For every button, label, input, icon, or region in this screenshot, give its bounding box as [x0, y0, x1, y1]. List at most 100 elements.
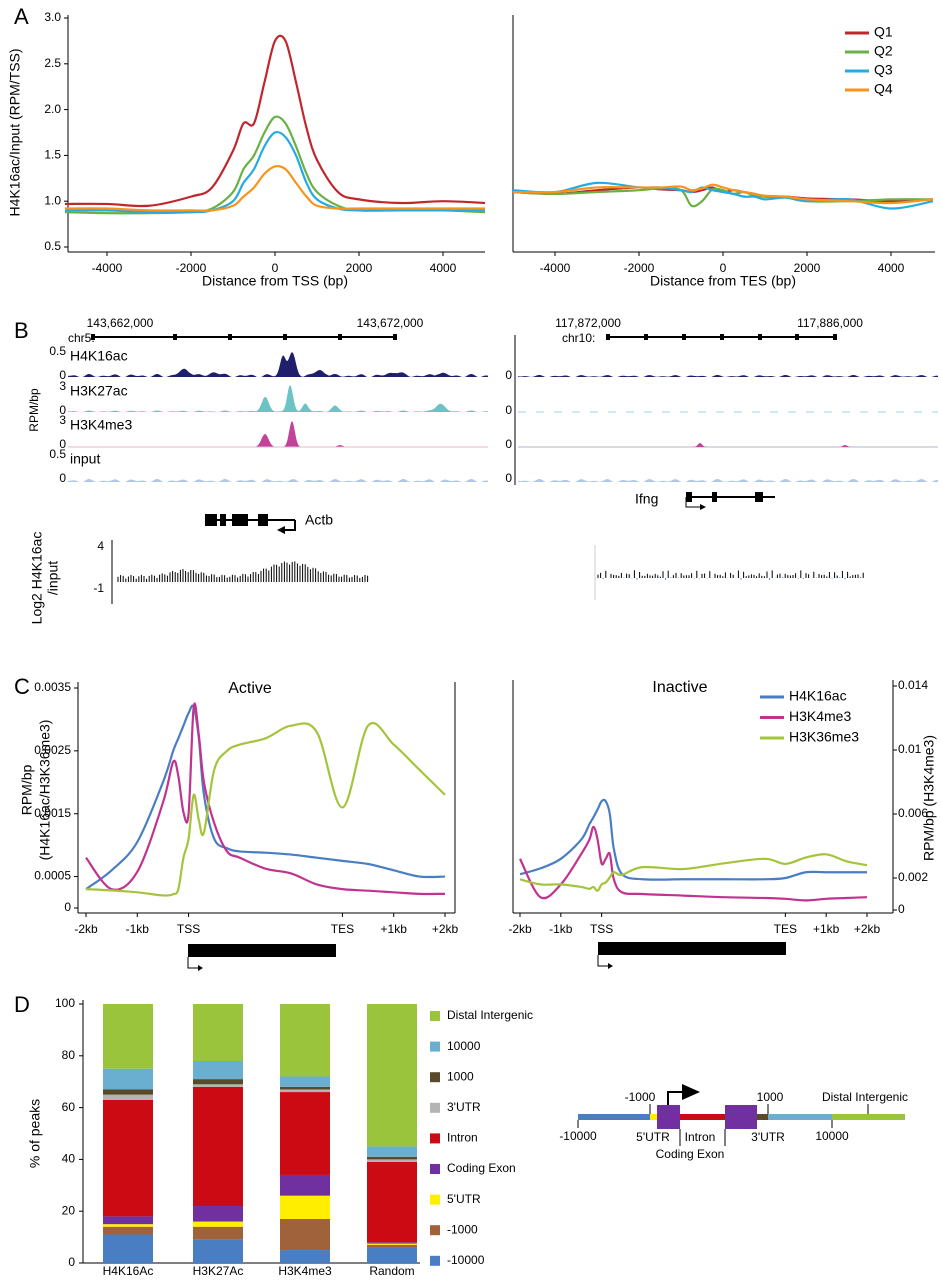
legend-swatch	[430, 1102, 440, 1113]
legend-label: 5'UTR	[447, 1192, 481, 1206]
y-axis-label: RPM/bp	[19, 765, 35, 816]
legend-swatch	[430, 1225, 440, 1236]
x-tick-label: 4000	[878, 261, 905, 275]
bar-segment	[193, 1086, 243, 1207]
segment	[650, 1114, 657, 1120]
y-axis-label: /input	[45, 561, 61, 595]
panel-letter: B	[14, 318, 29, 343]
x-tick-label: 4000	[430, 261, 457, 275]
bar-segment	[367, 1156, 417, 1160]
track-max: 3	[59, 379, 66, 393]
y-tick-label: 0.5	[44, 239, 61, 253]
track-min: 0	[59, 471, 66, 485]
ruler-tick	[173, 334, 177, 340]
line-series	[85, 704, 446, 891]
bar-segment	[103, 1216, 153, 1225]
segment	[768, 1114, 832, 1120]
line-series	[85, 722, 446, 897]
track-min: 0	[59, 437, 66, 451]
track-name: H3K4me3	[70, 417, 132, 433]
line-series	[64, 34, 486, 208]
legend-swatch	[430, 1194, 440, 1205]
tick-label: 4	[97, 539, 104, 553]
track-name: H4K16ac	[70, 348, 128, 364]
tss-arrow	[667, 1091, 684, 1105]
bar-segment	[280, 1174, 330, 1196]
x-tick-label: 2000	[346, 261, 373, 275]
exon	[657, 1105, 680, 1129]
legend-label: -10000	[447, 1253, 485, 1267]
track-min: 0	[505, 368, 512, 382]
track-min: 0	[505, 403, 512, 417]
bar-segment	[280, 1092, 330, 1175]
exon	[755, 492, 763, 502]
signal-track	[518, 375, 938, 377]
bar-segment	[367, 1159, 417, 1162]
segment	[680, 1114, 725, 1120]
line-series	[64, 130, 485, 214]
bar-segment	[280, 1218, 330, 1251]
y-axis-label: Log2 H4K16ac	[29, 532, 45, 625]
track-name: H3K27ac	[70, 383, 128, 399]
y-tick-label: 40	[62, 1152, 76, 1166]
y2-tick-label: 0	[898, 902, 905, 916]
bar-segment	[103, 1099, 153, 1217]
bar-segment	[193, 1206, 243, 1222]
track-min: 0	[505, 471, 512, 485]
bar-segment	[193, 1060, 243, 1080]
chart-title: Inactive	[652, 679, 707, 696]
bar-segment	[193, 1226, 243, 1240]
line-series	[519, 853, 868, 892]
legend-swatch	[430, 1072, 440, 1083]
bar-segment	[103, 1234, 153, 1263]
track-min: 0	[59, 403, 66, 417]
tss-arrow	[187, 957, 198, 969]
ruler-tick	[228, 334, 232, 340]
x-tick-label: +1kb	[381, 922, 408, 936]
tss-arrowhead	[198, 965, 203, 971]
exon	[686, 492, 692, 502]
bar-segment	[367, 1243, 417, 1245]
x-tick-label: H3K27Ac	[193, 1264, 244, 1278]
bar-segment	[280, 1086, 330, 1090]
line-series	[519, 798, 867, 881]
bar-segment	[367, 1161, 417, 1243]
legend-swatch	[430, 1133, 440, 1144]
x-tick-label: -4000	[540, 261, 571, 275]
signal-track	[68, 479, 488, 482]
bar-segment	[103, 1004, 153, 1069]
ruler-tick	[795, 334, 799, 340]
tss-arrow	[685, 497, 700, 508]
track-max: 3	[59, 413, 66, 427]
x-tick-label: -1kb	[126, 922, 150, 936]
bar-segment	[193, 1084, 243, 1087]
x-axis-label: Distance from TES (bp)	[650, 273, 796, 289]
legend-label: -1000	[447, 1222, 478, 1236]
ruler-tick	[338, 334, 342, 340]
bar-segment	[193, 1079, 243, 1085]
track-max: 0.5	[49, 344, 66, 358]
x-tick-label: -2kb	[74, 922, 98, 936]
x-tick-label: 2000	[794, 261, 821, 275]
legend-label: Q4	[874, 81, 893, 97]
y-tick-label: 0.0005	[34, 869, 71, 883]
diagram-label: Distal Intergenic	[822, 1090, 908, 1104]
tss-arrowhead	[700, 504, 706, 510]
gene-body	[598, 942, 786, 955]
ruler-tick	[758, 334, 762, 340]
x-tick-label: -2000	[176, 261, 207, 275]
y-tick-label: 1.0	[44, 193, 61, 207]
ruler-tick	[682, 334, 686, 340]
legend-label: H4K16ac	[789, 688, 847, 704]
chrom-label: chr5:	[68, 331, 95, 345]
y-tick-label: 0.0035	[34, 680, 71, 694]
coord-label: 143,672,000	[357, 316, 424, 330]
y-axis-label: RPM/bp	[27, 388, 41, 432]
x-tick-label: 0	[272, 261, 279, 275]
panel-letter: D	[14, 992, 30, 1017]
bar-segment	[103, 1094, 153, 1100]
chart-title: Active	[228, 680, 272, 697]
y2-tick-label: 0.01	[898, 742, 922, 756]
x-tick-label: -4000	[92, 261, 123, 275]
